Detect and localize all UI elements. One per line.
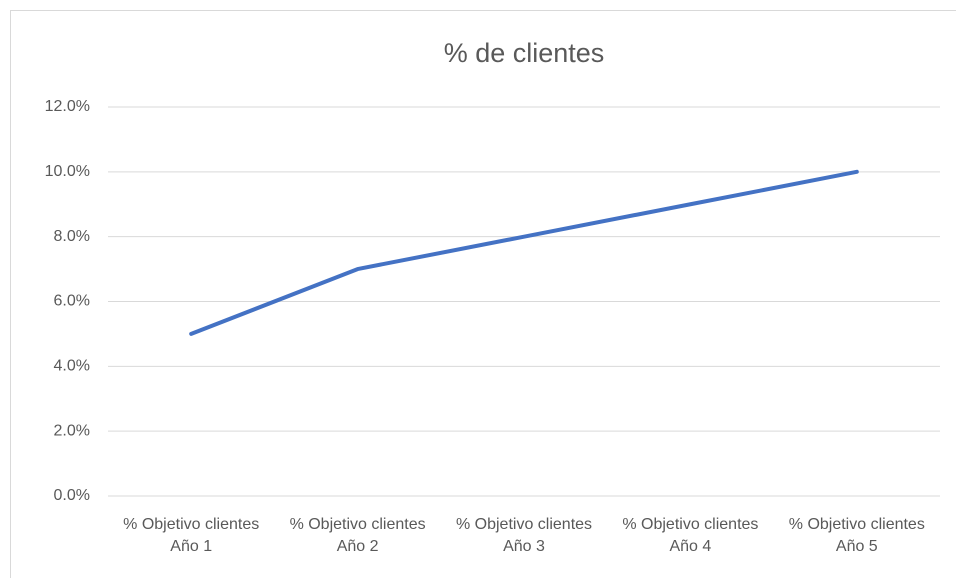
- y-tick-label: 10.0%: [45, 163, 90, 180]
- line-series: [189, 169, 859, 336]
- chart-title: % de clientes: [444, 38, 605, 68]
- x-tick-label: % Objetivo clientes Año 1: [123, 516, 260, 555]
- x-tick-label: % Objetivo clientes Año 3: [455, 516, 593, 555]
- x-tick-label: % Objetivo clientes Año 4: [622, 516, 759, 555]
- chart-frame: [10, 10, 956, 578]
- x-tick-label: % Objetivo clientes Año 5: [788, 516, 925, 555]
- y-tick-label: 2.0%: [54, 422, 90, 439]
- y-tick-label: 8.0%: [54, 228, 90, 245]
- y-tick-label: 6.0%: [54, 293, 90, 310]
- x-tick-label: % Objetivo clientes Año 2: [289, 516, 426, 555]
- y-tick-label: 4.0%: [54, 358, 90, 375]
- y-tick-label: 0.0%: [54, 487, 90, 504]
- y-tick-label: 12.0%: [45, 98, 90, 115]
